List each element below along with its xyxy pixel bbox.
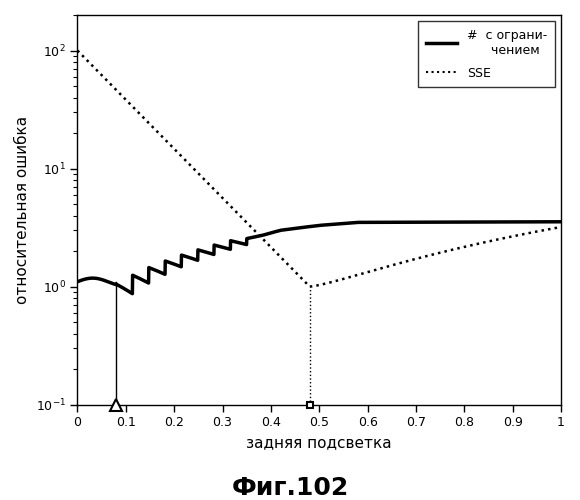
#  с ограни-
      чением [99,276,106,282]
SSE [557,224,564,230]
#  с ограни-
      чением [74,278,81,284]
SSE [544,226,551,232]
#  с ограни-
      чением [455,219,462,225]
#  с ограни-
      чением [543,219,550,225]
SSE [296,274,303,280]
Line: #  с ограни-
      чением: # с ограни- чением [78,222,561,294]
#  с ограни-
      чением [544,219,551,225]
#  с ограни-
      чением [129,290,136,296]
SSE [99,72,106,78]
#  с ограни-
      чением [309,223,316,229]
Text: Фиг.102: Фиг.102 [231,476,349,500]
#  с ограни-
      чением [296,225,303,231]
X-axis label: задняя подсветка: задняя подсветка [246,435,392,450]
Line: SSE: SSE [78,50,561,286]
SSE [306,284,313,290]
SSE [74,48,81,54]
#  с ограни-
      чением [557,219,564,225]
SSE [309,283,316,289]
SSE [543,226,550,232]
Y-axis label: относительная ошибка: относительная ошибка [15,116,30,304]
Legend: #  с ограни-
      чением, SSE: # с ограни- чением, SSE [418,21,555,87]
SSE [455,246,462,252]
